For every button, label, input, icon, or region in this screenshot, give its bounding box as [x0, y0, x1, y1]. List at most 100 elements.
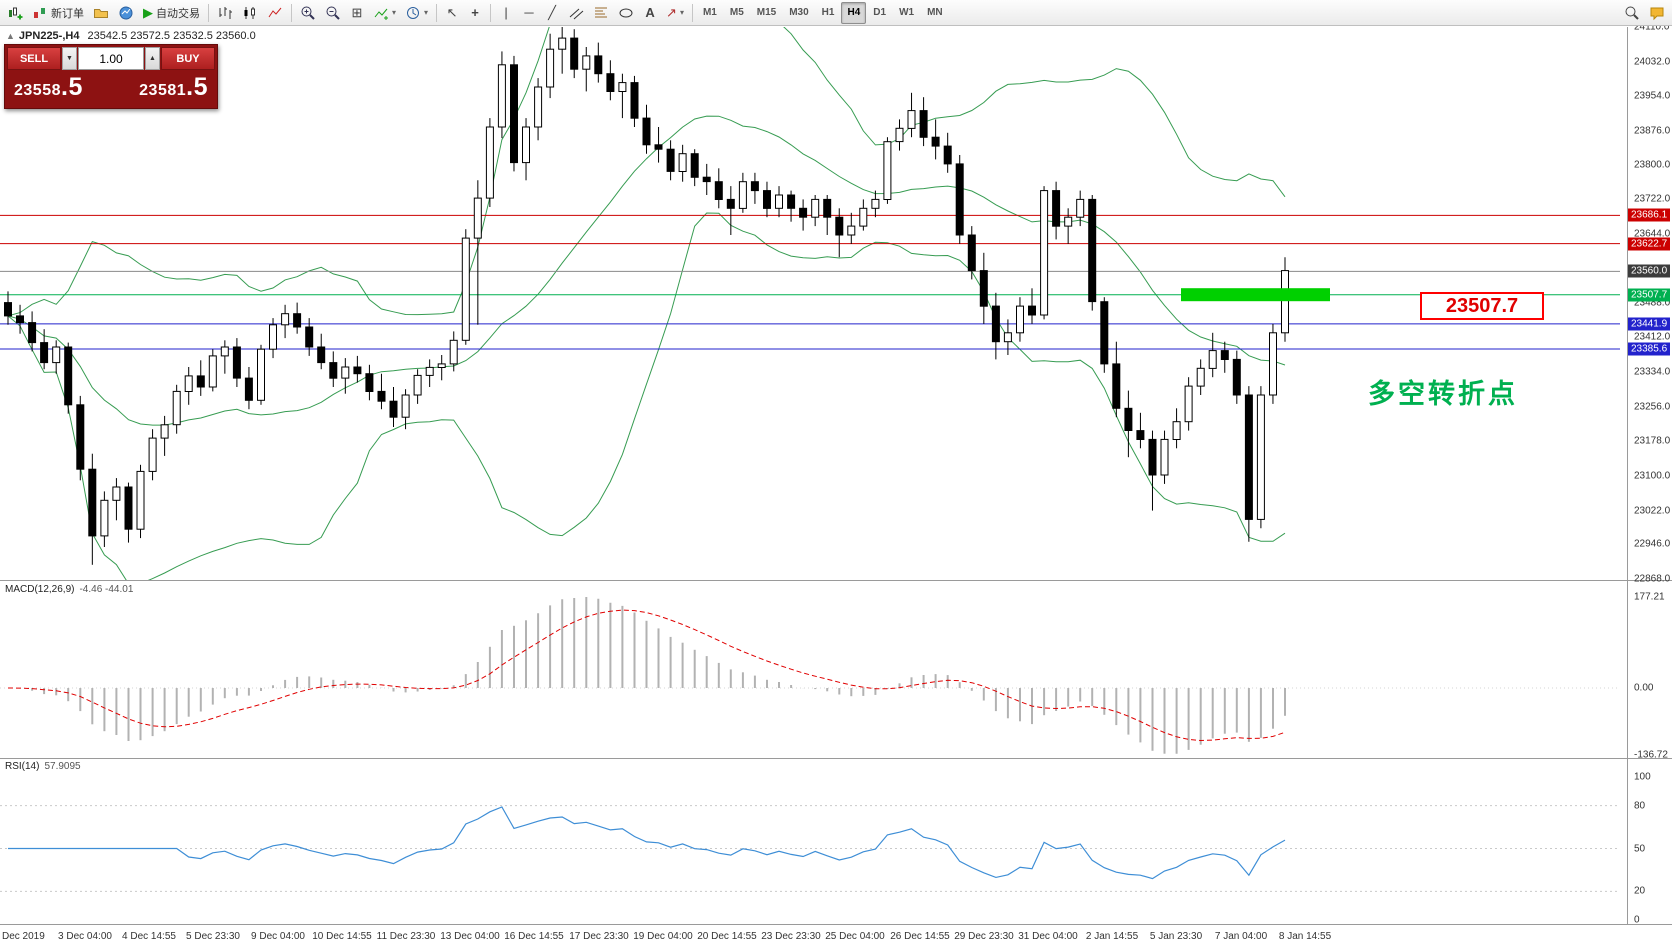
timeframe-w1[interactable]: W1: [893, 2, 920, 24]
indicators-button[interactable]: ▾: [369, 2, 400, 24]
arrows-tool[interactable]: ↗ ▾: [662, 2, 688, 24]
price-tick: 23644.0: [1634, 228, 1671, 240]
toolbar-separator: [691, 3, 693, 22]
timeframe-mn[interactable]: MN: [921, 2, 949, 24]
search-button[interactable]: [1620, 2, 1644, 24]
channel-tool[interactable]: [564, 2, 588, 24]
search-icon: [1625, 6, 1639, 20]
price-axis[interactable]: 24110.0 24032.0 23954.0 23876.0 23800.0 23722…: [1628, 0, 1672, 949]
zoom-in-button[interactable]: [296, 2, 320, 24]
time-label: 13 Dec 04:00: [440, 931, 500, 942]
time-label: 4 Dec 14:55: [122, 931, 176, 942]
line-chart-button[interactable]: [263, 2, 287, 24]
toolbar-separator: [291, 3, 292, 22]
volume-decrease-button[interactable]: ▼: [62, 47, 77, 70]
price-tick: 23488.0: [1634, 297, 1671, 309]
time-axis[interactable]: Dec 2019 3 Dec 04:00 4 Dec 14:55 5 Dec 23:3…: [0, 925, 1672, 949]
price-tick: 23722.0: [1634, 193, 1671, 205]
price-tick: 23256.0: [1634, 401, 1671, 413]
timeframe-m1[interactable]: M1: [697, 2, 723, 24]
macd-values: -4.46 -44.01: [79, 584, 134, 595]
zoom-out-button[interactable]: [321, 2, 345, 24]
volume-increase-button[interactable]: ▲: [145, 47, 160, 70]
timeframe-m30[interactable]: M30: [783, 2, 814, 24]
text-tool[interactable]: A: [639, 2, 661, 24]
trade-panel-prices: 23558.5 23581.5: [7, 70, 215, 106]
bar-chart-button[interactable]: [213, 2, 237, 24]
shapes-tool[interactable]: [614, 2, 638, 24]
time-label: 10 Dec 14:55: [312, 931, 372, 942]
buy-button[interactable]: BUY: [161, 47, 215, 70]
main-chart-layer: [0, 27, 1620, 581]
symbol-quote: 23542.5 23572.5 23532.5 23560.0: [87, 30, 256, 42]
indicators-icon: [374, 8, 388, 20]
text-tool-icon: A: [645, 5, 655, 20]
cursor-tool-button[interactable]: ↖: [441, 2, 463, 24]
trendline-tool[interactable]: ╱: [541, 2, 563, 24]
macd-signal-line: [7, 609, 1286, 742]
line-chart-icon: [268, 7, 282, 17]
trade-panel-controls: SELL ▼ ▲ BUY: [7, 47, 215, 70]
auto-trading-button[interactable]: ▶ 自动交易: [139, 2, 204, 24]
crosshair-tool-button[interactable]: +: [464, 2, 486, 24]
collapse-icon[interactable]: ▲: [6, 31, 15, 41]
market-watch-button[interactable]: [114, 2, 138, 24]
time-label: 17 Dec 23:30: [569, 931, 629, 942]
timeframe-h1[interactable]: H1: [816, 2, 841, 24]
tile-windows-icon: ⊞: [351, 5, 363, 20]
vline-icon: |: [504, 5, 508, 20]
candle-chart-button[interactable]: [238, 2, 262, 24]
time-label: 31 Dec 04:00: [1018, 931, 1078, 942]
sell-button[interactable]: SELL: [7, 47, 61, 70]
timeframe-m15[interactable]: M15: [751, 2, 782, 24]
level-callout-box: 23507.7: [1420, 292, 1544, 320]
price-tick: 23412.0: [1634, 331, 1671, 343]
toolbar-separator: [208, 3, 209, 22]
candle-chart-icon: [244, 6, 255, 19]
timeframe-m5[interactable]: M5: [724, 2, 750, 24]
crosshair-icon: +: [471, 5, 479, 20]
time-label: 8 Jan 14:55: [1278, 931, 1332, 942]
price-tag-23507.7: 23507.7: [1628, 288, 1671, 302]
macd-axis-label: 177.21: [1634, 591, 1665, 603]
volume-input[interactable]: [78, 47, 144, 70]
timeframe-h4[interactable]: H4: [841, 1, 867, 24]
horizontal-line-tool[interactable]: ─: [518, 2, 540, 24]
time-label: 2 Jan 14:55: [1085, 931, 1139, 942]
main-toolbar: 新订单 ▶ 自动交易 ⊞ ▾ ▾ ↖ + | ─ ╱ A ↗ ▾ M1 M5 M15 M3…: [0, 0, 1672, 26]
arrow-tool-icon: ↗: [666, 5, 677, 20]
macd-axis-label: -136.72: [1634, 749, 1668, 761]
time-label: 25 Dec 04:00: [825, 931, 885, 942]
vertical-line-tool[interactable]: |: [495, 2, 517, 24]
rsi-axis-label: 0: [1634, 914, 1640, 926]
timeframe-d1[interactable]: D1: [867, 2, 892, 24]
templates-button[interactable]: ▾: [401, 2, 432, 24]
new-order-button[interactable]: 新订单: [28, 2, 88, 24]
price-tick: 23800.0: [1634, 159, 1671, 171]
templates-icon: [407, 6, 420, 19]
price-tick: 23876.0: [1634, 125, 1671, 137]
community-chat-icon: [1650, 7, 1664, 20]
time-label: 7 Jan 04:00: [1214, 931, 1268, 942]
hline-icon: ─: [524, 5, 534, 20]
new-chart-button[interactable]: [3, 2, 27, 24]
tile-windows-button[interactable]: ⊞: [346, 2, 368, 24]
profiles-button[interactable]: [89, 2, 113, 24]
dropdown-icon: ▾: [392, 8, 397, 17]
time-label: 11 Dec 23:30: [376, 931, 436, 942]
sell-price: 23558.5: [14, 73, 83, 101]
new-order-label: 新订单: [51, 7, 84, 20]
market-watch-icon: [119, 6, 133, 19]
candles-layer: [4, 27, 1289, 565]
dropdown-icon: ▾: [424, 8, 429, 17]
fibonacci-tool[interactable]: [589, 2, 613, 24]
toolbar-separator: [490, 3, 492, 22]
bollinger-lower-band: [7, 212, 1286, 581]
trendline-icon: ╱: [548, 5, 556, 20]
toolbar-separator: [436, 3, 438, 22]
community-button[interactable]: [1645, 2, 1669, 24]
zoom-in-icon: [301, 6, 315, 20]
symbol-name: JPN225-,H4: [18, 30, 80, 42]
price-tick: 24032.0: [1634, 56, 1671, 68]
